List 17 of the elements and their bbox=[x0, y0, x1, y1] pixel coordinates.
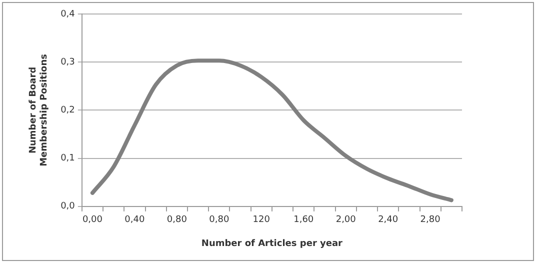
y-tick-label: 0,4 bbox=[60, 9, 76, 20]
x-tick-label: 0,40 bbox=[124, 215, 145, 226]
x-tick-label: 2,40 bbox=[378, 215, 398, 226]
y-axis-title: Number of Board Membership Positions bbox=[28, 54, 50, 166]
x-axis-title: Number of Articles per year bbox=[201, 238, 344, 249]
y-tick-label: 0,2 bbox=[60, 106, 75, 116]
x-tick-label: 0,00 bbox=[82, 215, 103, 226]
y-tick-label: 0,3 bbox=[60, 57, 75, 68]
x-tick-label: 1,60 bbox=[294, 215, 314, 226]
x-tick-label: 120 bbox=[252, 215, 270, 226]
x-tick-label: 0,80 bbox=[166, 215, 188, 226]
x-tick-label: 2,00 bbox=[336, 215, 356, 226]
y-tick-label: 0,0 bbox=[60, 202, 76, 212]
y-tick-label: 0,1 bbox=[60, 154, 75, 164]
x-tick-label: 2,80 bbox=[420, 215, 441, 226]
x-tick-label: 0,80 bbox=[209, 215, 230, 226]
line-series bbox=[90, 58, 454, 202]
